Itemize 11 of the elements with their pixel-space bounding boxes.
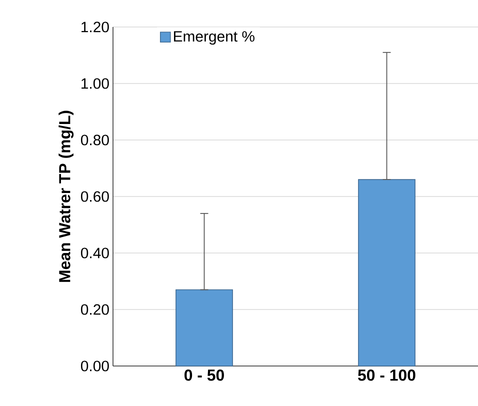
legend-label: Emergent % bbox=[174, 31, 254, 45]
y-tick-label: 0.20 bbox=[80, 304, 109, 315]
x-tick-label: 50 - 100 bbox=[358, 370, 416, 381]
y-tick-label: 0.80 bbox=[80, 134, 109, 146]
y-axis-title: Mean Watrer TP (mg/L) bbox=[58, 110, 74, 282]
y-tick-label: 1.20 bbox=[82, 22, 109, 32]
y-tick-label: 0.60 bbox=[80, 191, 109, 202]
y-tick-label: 0.00 bbox=[80, 360, 109, 372]
x-tick-label: 0 - 50 bbox=[184, 370, 224, 381]
y-tick-label: 0.40 bbox=[80, 248, 109, 258]
y-tick-label: 1.00 bbox=[82, 78, 109, 89]
